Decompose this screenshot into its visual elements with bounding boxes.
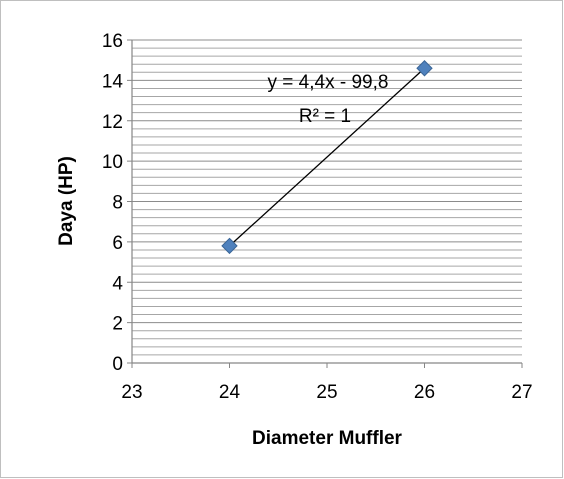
x-axis-title: Diameter Muffler	[252, 428, 403, 449]
x-tick-label: 23	[121, 382, 142, 403]
x-tick-label: 27	[511, 382, 532, 403]
trendline-equation: y = 4,4x - 99,8	[268, 72, 389, 93]
y-tick-label: 16	[102, 31, 123, 52]
y-tick-label: 2	[112, 314, 123, 335]
y-tick-label: 0	[112, 354, 123, 375]
y-tick-label: 6	[112, 233, 123, 254]
x-tick-label: 25	[316, 382, 337, 403]
y-tick-label: 4	[112, 273, 123, 294]
y-tick-label: 12	[102, 112, 123, 133]
y-tick-label: 14	[102, 71, 124, 92]
y-axis-title: Daya (HP)	[56, 156, 77, 246]
x-tick-label: 26	[414, 382, 435, 403]
x-tick-label: 24	[219, 382, 241, 403]
y-tick-label: 8	[112, 193, 123, 214]
y-tick-label: 10	[102, 152, 123, 173]
r-squared-label: R² = 1	[299, 106, 351, 127]
